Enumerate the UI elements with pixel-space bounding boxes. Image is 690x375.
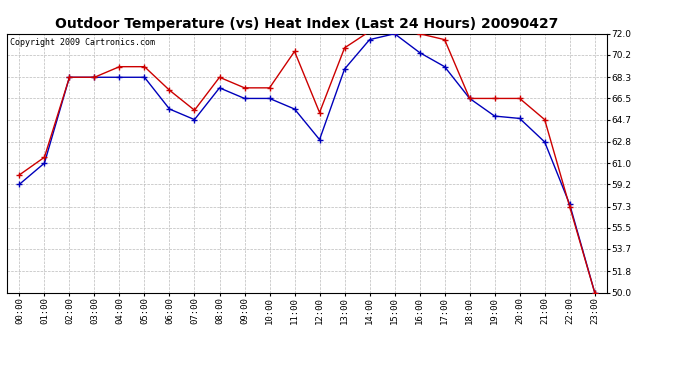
Text: Copyright 2009 Cartronics.com: Copyright 2009 Cartronics.com [10, 38, 155, 46]
Title: Outdoor Temperature (vs) Heat Index (Last 24 Hours) 20090427: Outdoor Temperature (vs) Heat Index (Las… [55, 17, 559, 31]
